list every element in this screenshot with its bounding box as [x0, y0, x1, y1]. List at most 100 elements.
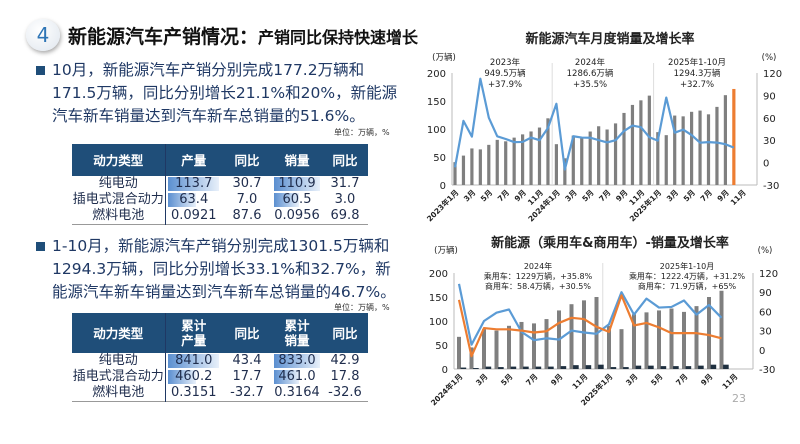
- bar: [707, 297, 711, 369]
- data-bar: [167, 370, 196, 384]
- cell-value: 63.4: [179, 192, 209, 207]
- bar: [470, 148, 474, 185]
- chart-passenger-commercial: 0 50 100 150 200 -30 0 30 60 90 120 (万辆) (%) 2024年1月 3…: [428, 245, 778, 407]
- cell-value: 0.3151: [171, 385, 217, 400]
- cell-value: 纯电动: [98, 176, 138, 191]
- cell-value: 113.7: [175, 176, 213, 191]
- y-tick-left: 0: [440, 181, 446, 192]
- table-header-cell: 同比: [322, 144, 368, 176]
- bar: [554, 144, 558, 185]
- table-cell: 30.7: [222, 176, 272, 192]
- growth-line-blue: [457, 283, 723, 346]
- growth-line-orange: [457, 294, 722, 358]
- bar: [519, 321, 524, 369]
- x-tick-label: 7月: [699, 188, 714, 203]
- bar-commercial: [648, 365, 654, 369]
- table-cell: 42.9: [322, 353, 368, 369]
- bar: [607, 325, 611, 369]
- bullet-line: 能源汽车新车销量达到汽车新车总销量的46.7%。: [52, 283, 396, 301]
- bar: [494, 330, 499, 369]
- x-tick-label: 3月: [474, 372, 489, 387]
- y-tick-right: 30: [759, 327, 772, 338]
- cell-value: -32.6: [328, 385, 362, 400]
- chart-annotation: 商用车：58.4万辆，+30.5%: [485, 281, 591, 291]
- bar-commercial: [485, 366, 492, 369]
- cell-value: 60.5: [282, 192, 312, 207]
- bar: [630, 104, 635, 185]
- cell-value: 纯电动: [98, 353, 138, 368]
- title-sub: 产销同比保持快速增长: [258, 28, 419, 47]
- bar: [656, 132, 660, 185]
- table-header-cell: 同比: [222, 144, 272, 176]
- bar: [461, 155, 466, 185]
- x-tick-label: 5月: [479, 188, 494, 203]
- page-number: 23: [732, 392, 746, 405]
- cell-value: 69.8: [330, 208, 360, 223]
- cell-value: 燃料电池: [92, 208, 145, 223]
- october-table: 动力类型 产量 同比 销量 同比 纯电动 113.7 30.7 110.9 31.7 插电式混合动力…: [72, 144, 368, 225]
- table-cell: -32.6: [322, 385, 368, 402]
- y-tick-right: 120: [759, 269, 778, 280]
- cell-value: 841.0: [175, 353, 213, 368]
- y-tick-right: 60: [763, 114, 776, 125]
- bar: [478, 149, 482, 185]
- y-tick-right: 90: [759, 288, 772, 299]
- bar: [597, 126, 601, 185]
- cell-value: 87.6: [232, 208, 262, 223]
- x-tick-label: 9月: [549, 372, 564, 387]
- bar: [504, 141, 508, 185]
- chart-annotation: 1286.6万辆: [567, 68, 614, 79]
- table-cell: 纯电动: [72, 353, 166, 369]
- y-axis-unit-right: (%): [758, 246, 773, 256]
- table-header-cell: 销量: [272, 144, 322, 176]
- table-unit-label: 单位：万辆，%: [334, 303, 390, 312]
- x-tick-label: 3月: [563, 188, 578, 203]
- cell-value: 0.0921: [171, 208, 217, 223]
- bullet-line: 10月，新能源汽车产销分别完成177.2万辆和: [52, 61, 365, 79]
- x-tick-label: 2024年1月: [428, 371, 464, 407]
- chart-annotation: +37.9%: [488, 80, 522, 90]
- data-bar: [274, 177, 320, 191]
- chart2-title: 新能源（乘用车&商用车）-销量及增长率: [491, 236, 729, 251]
- table-cell: 纯电动: [72, 176, 166, 192]
- bar: [644, 312, 649, 369]
- x-tick-label: 7月: [524, 372, 539, 387]
- cell-value: 燃料电池: [92, 385, 145, 400]
- x-tick-label: 3月: [624, 372, 639, 387]
- table-cell: 69.8: [322, 208, 368, 225]
- y-tick-left: 50: [433, 153, 446, 164]
- cell-value: 插电式混合动力: [72, 369, 164, 384]
- cell-value: 42.9: [330, 353, 360, 368]
- bar-commercial: [523, 366, 529, 369]
- bar: [613, 123, 618, 185]
- table-header-cell: 累计 销量: [272, 313, 322, 353]
- table-cell: 87.6: [222, 208, 272, 225]
- cell-value: -32.7: [230, 385, 264, 400]
- chart-annotation: 2024年: [524, 261, 552, 271]
- bar: [453, 162, 457, 185]
- data-bar: [274, 354, 320, 368]
- bar: [723, 95, 727, 185]
- bar-commercial: [535, 366, 542, 369]
- cell-value: 0.0956: [274, 208, 320, 223]
- table-cell: 60.5: [272, 192, 322, 208]
- bar: [546, 118, 550, 185]
- bar-commercial: [723, 364, 729, 369]
- bar: [580, 137, 584, 185]
- table-cell: 43.4: [222, 353, 272, 369]
- x-tick-label: 5月: [580, 188, 595, 203]
- bar: [588, 131, 592, 185]
- table-cell: 0.0956: [272, 208, 322, 225]
- slide-title: 新能源汽车产销情况：产销同比保持快速增长: [68, 22, 418, 49]
- table-cell: 燃料电池: [72, 208, 166, 225]
- data-bar: [274, 370, 300, 384]
- y-tick-left: 100: [429, 317, 448, 328]
- bar: [569, 304, 574, 369]
- y-tick-left: 50: [435, 341, 448, 352]
- chart-annotation: 1294.3万辆: [674, 68, 721, 79]
- table-cell: -32.7: [222, 385, 272, 402]
- table-cell: 460.2: [165, 369, 222, 385]
- cell-value: 30.7: [232, 176, 262, 191]
- bullet-ytd: 1-10月，新能源汽车产销分别完成1301.5万辆和 1294.3万辆，同比分别增…: [36, 235, 411, 304]
